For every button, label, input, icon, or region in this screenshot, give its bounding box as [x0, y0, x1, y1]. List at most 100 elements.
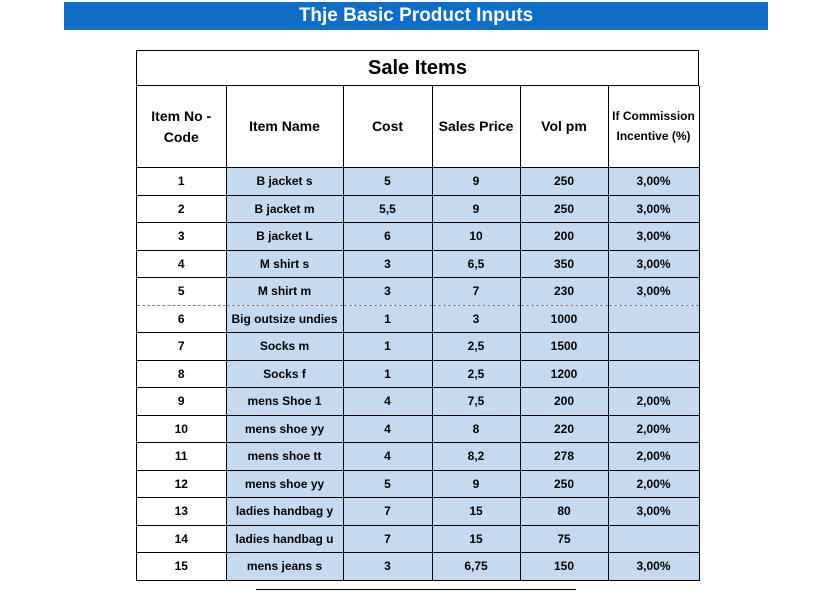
- item-code-cell[interactable]: 10: [137, 415, 227, 443]
- item-code-cell[interactable]: 13: [137, 497, 227, 526]
- table-row: 9 mens Shoe 1 4 7,5 200 2,00%: [137, 387, 700, 416]
- sales-price-cell[interactable]: 2,5: [432, 332, 521, 361]
- cost-cell[interactable]: 1: [343, 305, 433, 333]
- cost-cell[interactable]: 7: [343, 497, 433, 526]
- item-code-cell[interactable]: 15: [137, 552, 227, 581]
- commission-cell[interactable]: 2,00%: [608, 442, 700, 471]
- commission-cell[interactable]: 3,00%: [608, 195, 700, 223]
- vol-pm-cell[interactable]: 80: [520, 497, 609, 526]
- item-name-cell[interactable]: mens shoe yy: [226, 470, 344, 498]
- vol-pm-cell[interactable]: 200: [520, 222, 609, 251]
- cost-cell[interactable]: 7: [343, 525, 433, 553]
- vol-pm-cell[interactable]: 220: [520, 415, 609, 443]
- item-code-cell[interactable]: 11: [137, 442, 227, 471]
- item-name-cell[interactable]: B jacket L: [226, 222, 344, 251]
- vol-pm-cell[interactable]: 278: [520, 442, 609, 471]
- sales-price-cell[interactable]: 15: [432, 497, 521, 526]
- item-name-cell[interactable]: Socks m: [226, 332, 344, 361]
- sales-price-cell[interactable]: 9: [432, 167, 521, 196]
- item-name-cell[interactable]: M shirt m: [226, 277, 344, 306]
- header-item-name: Item Name: [226, 86, 344, 168]
- vol-pm-cell[interactable]: 250: [520, 195, 609, 223]
- sales-price-cell[interactable]: 10: [432, 222, 521, 251]
- cost-cell[interactable]: 4: [343, 442, 433, 471]
- commission-cell[interactable]: 3,00%: [608, 167, 700, 196]
- header-commission: If Commission Incentive (%): [608, 86, 700, 168]
- commission-cell[interactable]: [608, 525, 700, 553]
- item-name-cell[interactable]: Socks f: [226, 360, 344, 388]
- item-name-cell[interactable]: mens jeans s: [226, 552, 344, 581]
- commission-cell[interactable]: [608, 332, 700, 361]
- sales-price-cell[interactable]: 2,5: [432, 360, 521, 388]
- vol-pm-cell[interactable]: 250: [520, 470, 609, 498]
- item-code-cell[interactable]: 6: [137, 305, 227, 333]
- item-code-cell[interactable]: 8: [137, 360, 227, 388]
- commission-cell[interactable]: 3,00%: [608, 497, 700, 526]
- vol-pm-cell[interactable]: 150: [520, 552, 609, 581]
- item-code-cell[interactable]: 12: [137, 470, 227, 498]
- commission-cell[interactable]: 2,00%: [608, 415, 700, 443]
- item-code-cell[interactable]: 9: [137, 387, 227, 416]
- table-row: 15 mens jeans s 3 6,75 150 3,00%: [137, 552, 700, 581]
- sales-price-cell[interactable]: 3: [432, 305, 521, 333]
- vol-pm-cell[interactable]: 1500: [520, 332, 609, 361]
- item-code-cell[interactable]: 7: [137, 332, 227, 361]
- table-row: 11 mens shoe tt 4 8,2 278 2,00%: [137, 442, 700, 471]
- commission-cell[interactable]: 3,00%: [608, 552, 700, 581]
- vol-pm-cell[interactable]: 200: [520, 387, 609, 416]
- commission-cell[interactable]: 3,00%: [608, 250, 700, 278]
- sales-price-cell[interactable]: 9: [432, 195, 521, 223]
- vol-pm-cell[interactable]: 230: [520, 277, 609, 306]
- commission-cell[interactable]: [608, 305, 700, 333]
- commission-cell[interactable]: 2,00%: [608, 387, 700, 416]
- cost-cell[interactable]: 1: [343, 360, 433, 388]
- item-code-cell[interactable]: 14: [137, 525, 227, 553]
- item-name-cell[interactable]: Big outsize undies: [226, 305, 344, 333]
- vol-pm-cell[interactable]: 1200: [520, 360, 609, 388]
- sales-price-cell[interactable]: 7,5: [432, 387, 521, 416]
- item-code-cell[interactable]: 2: [137, 195, 227, 223]
- cost-cell[interactable]: 3: [343, 552, 433, 581]
- cost-cell[interactable]: 5: [343, 167, 433, 196]
- banner-title: Thje Basic Product Inputs: [298, 5, 534, 26]
- sales-price-cell[interactable]: 9: [432, 470, 521, 498]
- item-code-cell[interactable]: 5: [137, 277, 227, 306]
- sales-price-cell[interactable]: 6,75: [432, 552, 521, 581]
- commission-cell[interactable]: 2,00%: [608, 470, 700, 498]
- vol-pm-cell[interactable]: 350: [520, 250, 609, 278]
- commission-cell[interactable]: [608, 360, 700, 388]
- cost-cell[interactable]: 6: [343, 222, 433, 251]
- vol-pm-cell[interactable]: 75: [520, 525, 609, 553]
- item-name-cell[interactable]: ladies handbag u: [226, 525, 344, 553]
- item-name-cell[interactable]: mens Shoe 1: [226, 387, 344, 416]
- commission-cell[interactable]: 3,00%: [608, 222, 700, 251]
- item-name-cell[interactable]: mens shoe tt: [226, 442, 344, 471]
- item-name-cell[interactable]: M shirt s: [226, 250, 344, 278]
- vol-pm-cell[interactable]: 250: [520, 167, 609, 196]
- cost-cell[interactable]: 5,5: [343, 195, 433, 223]
- sales-price-cell[interactable]: 7: [432, 277, 521, 306]
- sales-price-cell[interactable]: 8: [432, 415, 521, 443]
- cost-cell[interactable]: 3: [343, 250, 433, 278]
- table-row: 13 ladies handbag y 7 15 80 3,00%: [137, 497, 700, 526]
- item-name-cell[interactable]: ladies handbag y: [226, 497, 344, 526]
- item-code-cell[interactable]: 4: [137, 250, 227, 278]
- item-name-cell[interactable]: B jacket s: [226, 167, 344, 196]
- item-name-cell[interactable]: mens shoe yy: [226, 415, 344, 443]
- sales-price-cell[interactable]: 15: [432, 525, 521, 553]
- item-code-cell[interactable]: 1: [137, 167, 227, 196]
- cost-cell[interactable]: 4: [343, 415, 433, 443]
- cost-cell[interactable]: 1: [343, 332, 433, 361]
- commission-cell[interactable]: 3,00%: [608, 277, 700, 306]
- sales-price-cell[interactable]: 8,2: [432, 442, 521, 471]
- item-code-cell[interactable]: 3: [137, 222, 227, 251]
- vol-pm-cell[interactable]: 1000: [520, 305, 609, 333]
- header-sales-price: Sales Price: [432, 86, 521, 168]
- item-name-cell[interactable]: B jacket m: [226, 195, 344, 223]
- cost-cell[interactable]: 5: [343, 470, 433, 498]
- cost-cell[interactable]: 4: [343, 387, 433, 416]
- sales-price-cell[interactable]: 6,5: [432, 250, 521, 278]
- cost-cell[interactable]: 3: [343, 277, 433, 306]
